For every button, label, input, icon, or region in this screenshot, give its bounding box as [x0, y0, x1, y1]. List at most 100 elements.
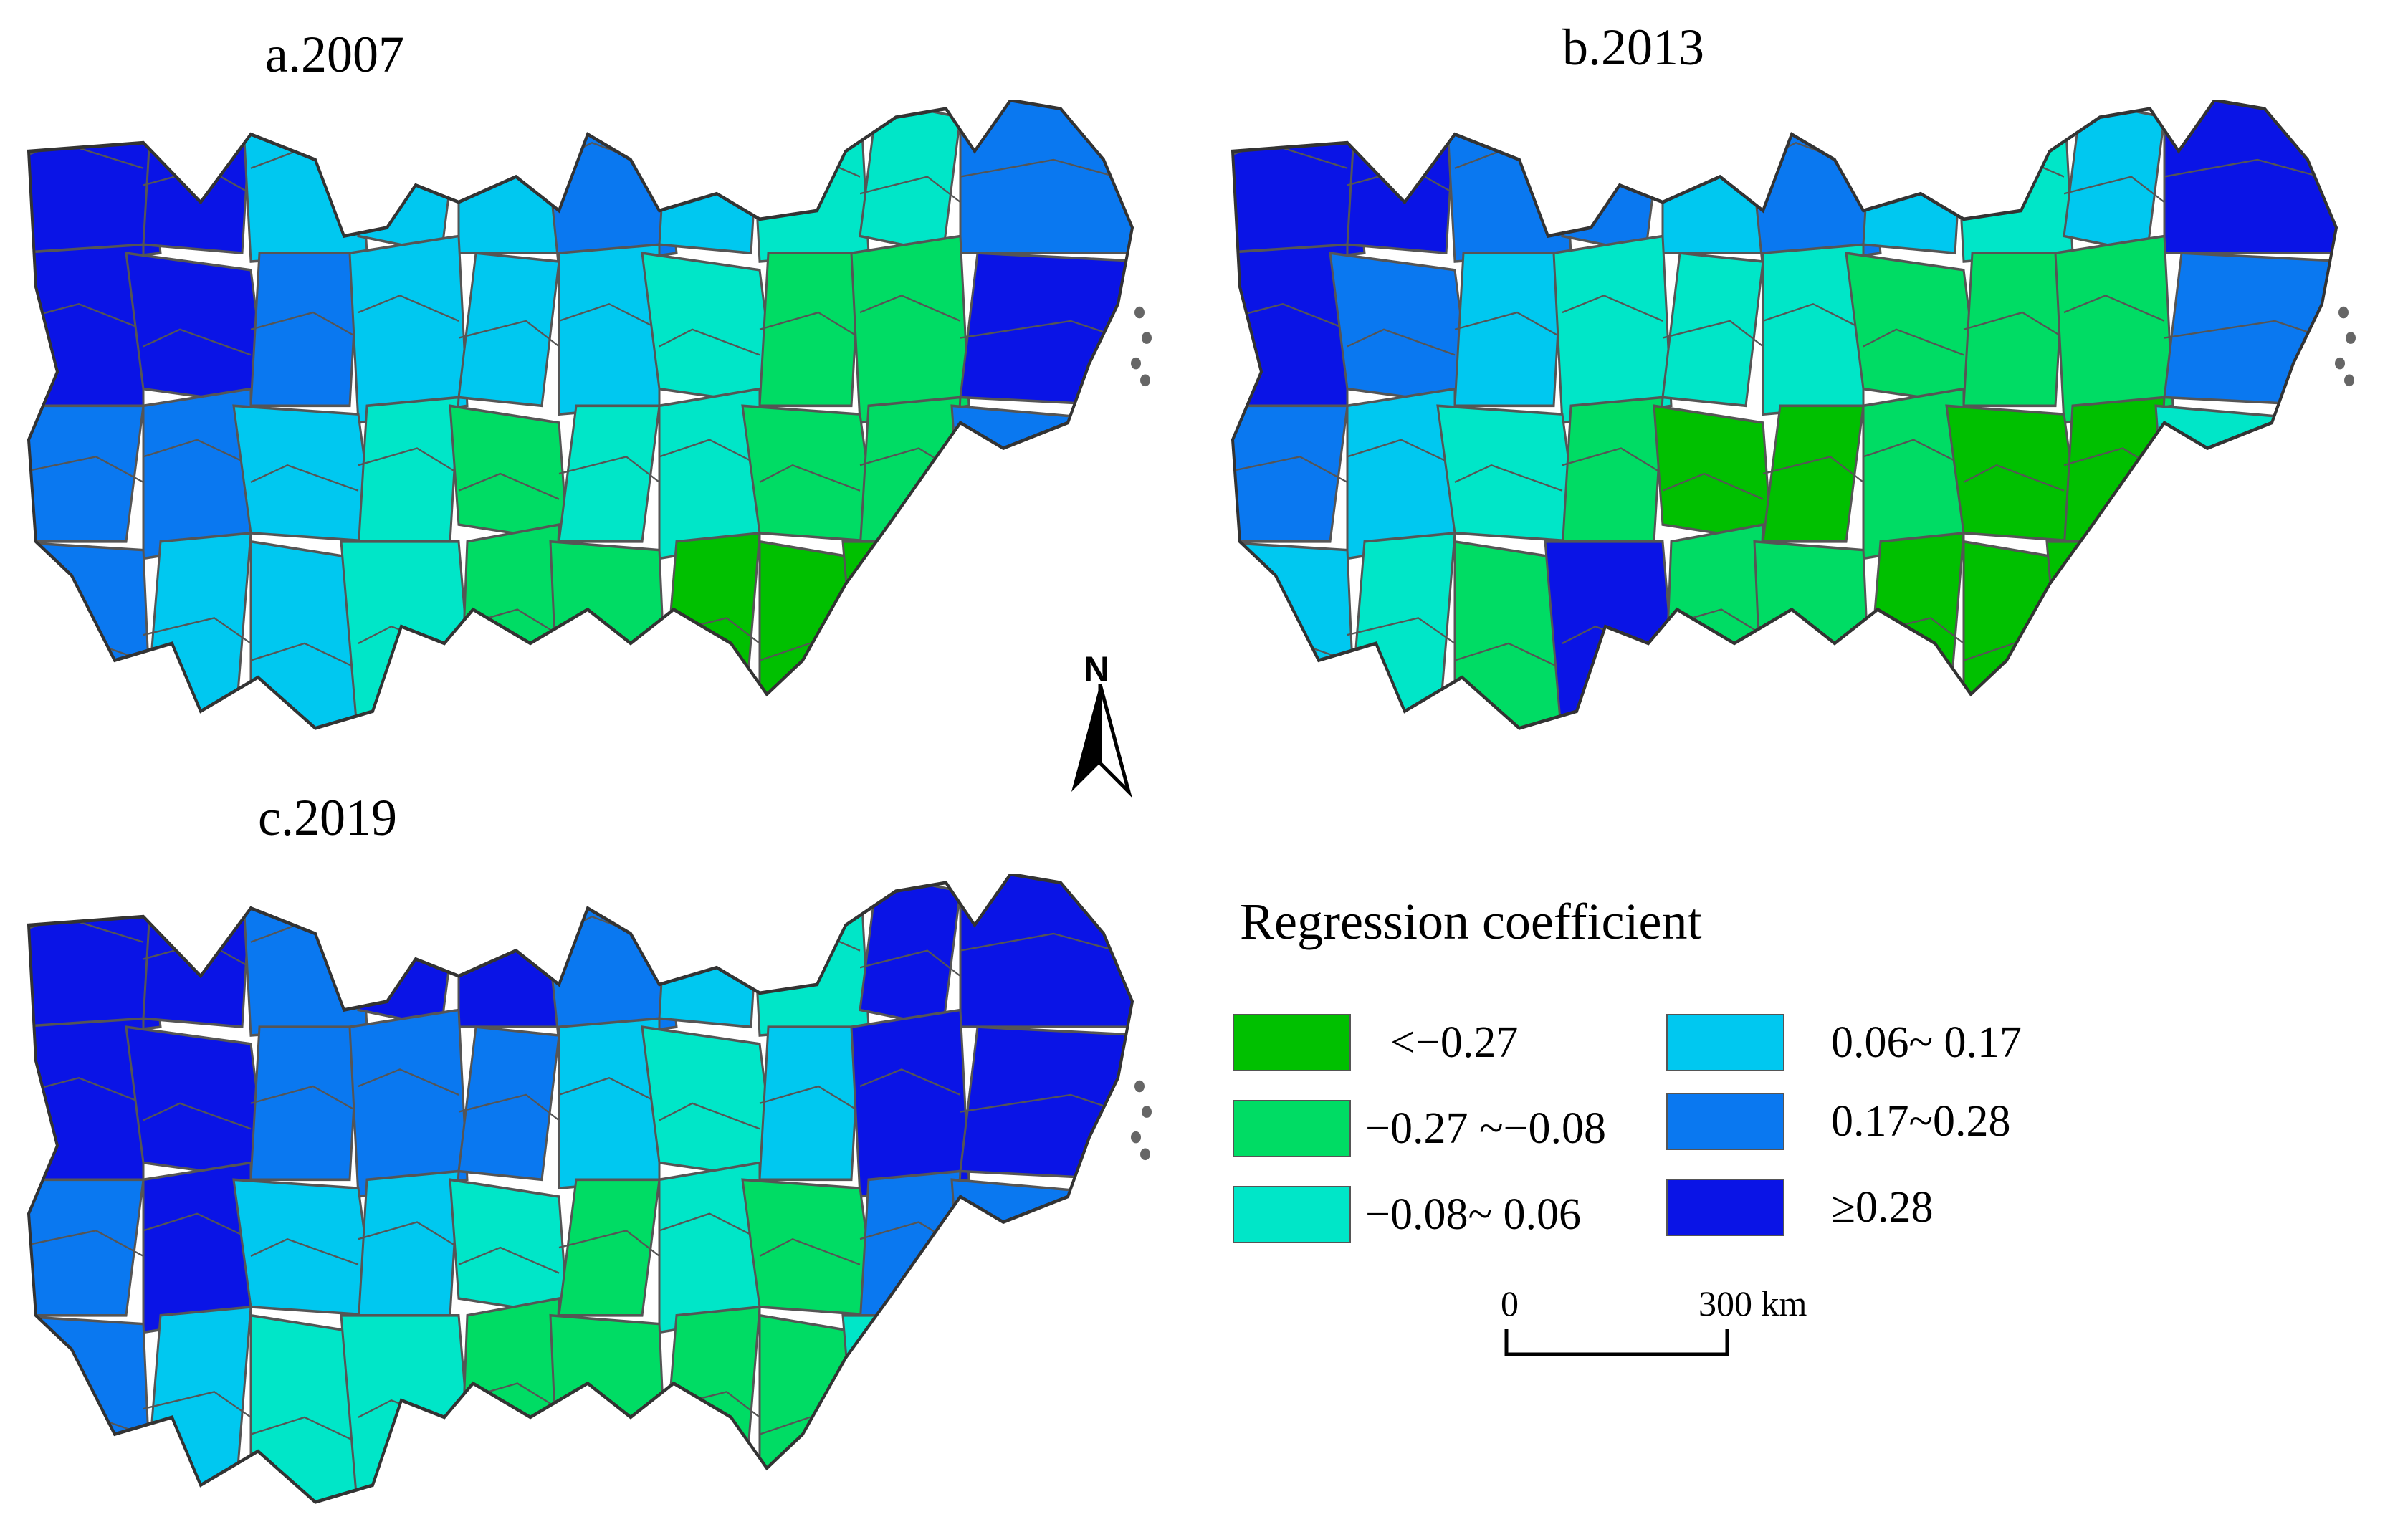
map-boundary [859, 176, 961, 204]
island-mark [1134, 1080, 1145, 1093]
map-boundary [143, 1102, 252, 1130]
map-boundary [1863, 439, 1964, 466]
map-boundary [2063, 176, 2165, 204]
map-boundary [29, 456, 144, 483]
map-boundary [859, 295, 961, 322]
map-region [750, 874, 870, 1037]
map-region [1453, 252, 1564, 408]
map-boundary [143, 439, 252, 466]
map-region [850, 1008, 970, 1199]
north-label: N [1084, 649, 1110, 689]
map-region [859, 100, 962, 255]
map-boundary [1454, 642, 1563, 670]
scale-start: 0 [1501, 1283, 1519, 1323]
map-region [125, 252, 269, 408]
map-region [1233, 404, 1349, 543]
map-boundary [250, 464, 359, 492]
map-region [29, 1178, 145, 1317]
island-mark [1140, 1148, 1150, 1161]
map-boundary [2063, 625, 2165, 653]
scale-bar: 0 300 km [1491, 1283, 1807, 1376]
map-boundary [859, 625, 961, 653]
map-region [29, 540, 153, 729]
map-region [959, 1297, 1132, 1503]
map-region [959, 874, 1132, 1028]
legend-label: −0.08~ 0.06 [1365, 1189, 1582, 1239]
map-boundary [2063, 295, 2165, 322]
map-region [348, 234, 469, 425]
map-boundary [1562, 295, 1663, 322]
legend-swatch [1233, 1014, 1351, 1071]
legend-label: ≥0.28 [1831, 1182, 1934, 1232]
map-boundary [1762, 633, 1864, 661]
map-region [841, 1314, 979, 1503]
map-a-svg [27, 98, 1152, 730]
map-boundary [250, 311, 359, 339]
island-mark [2335, 357, 2345, 370]
map-boundary [1233, 456, 1348, 483]
north-arrow: N [1068, 648, 1132, 799]
map-region [1753, 540, 1873, 729]
legend-item: −0.27 ~−0.08 [1233, 1096, 1606, 1161]
map-boundary [358, 1068, 459, 1096]
map-boundary [250, 1237, 359, 1265]
map-region [1962, 252, 2065, 408]
map-boundary [1762, 456, 1864, 483]
map-boundary [1662, 320, 1764, 348]
map-2007 [14, 98, 1161, 745]
scale-end: 300 km [1698, 1283, 1807, 1323]
map-region [2054, 234, 2174, 425]
island-mark [2338, 306, 2349, 319]
map-region [1445, 100, 1572, 263]
map-region [142, 100, 252, 255]
map-boundary [143, 1391, 252, 1418]
map-region [241, 100, 368, 263]
map-region [142, 532, 252, 729]
map-boundary [558, 456, 660, 483]
map-boundary [458, 472, 560, 500]
map-region [457, 100, 560, 254]
map-2019 [14, 872, 1161, 1519]
map-region [658, 531, 761, 729]
map-boundary [558, 1230, 660, 1257]
map-region [142, 874, 252, 1029]
map-region [558, 1178, 661, 1317]
map-region [29, 1313, 153, 1503]
map-region [658, 874, 761, 1029]
map-boundary [659, 1212, 760, 1240]
map-region [859, 396, 962, 552]
map-region [2163, 252, 2336, 408]
map-boundary [1762, 302, 1864, 330]
legend-label: 0.06~ 0.17 [1831, 1018, 2022, 1067]
map-boundary [1662, 472, 1764, 500]
map-boundary [659, 941, 760, 969]
map-region [2045, 540, 2183, 729]
island-mark [1131, 1131, 1141, 1144]
map-boundary [250, 1416, 359, 1444]
map-boundary [2164, 472, 2336, 500]
map-region [1762, 404, 1865, 543]
map-region [641, 252, 778, 408]
island-mark [2344, 374, 2354, 387]
legend-swatch [1666, 1179, 1784, 1236]
map-region [959, 1025, 1132, 1182]
map-boundary [659, 328, 760, 356]
map-boundary [759, 1237, 861, 1265]
legend: <−0.27 −0.27 ~−0.08 −0.08~ 0.06 0.06~ 0.… [1233, 1010, 2236, 1283]
map-boundary [358, 447, 459, 475]
legend-title: Regression coefficient [1240, 893, 1702, 950]
map-region [1862, 100, 1965, 255]
map-boundary [29, 1230, 144, 1257]
map-boundary [143, 617, 252, 644]
map-region [348, 1008, 469, 1199]
map-boundary [1963, 311, 2065, 339]
map-c-svg [27, 872, 1152, 1504]
legend-label: 0.17~0.28 [1831, 1096, 2011, 1146]
map-boundary [1454, 311, 1563, 339]
map-boundary [558, 1407, 660, 1435]
map-outline [1231, 98, 2338, 730]
map-region [641, 1025, 778, 1182]
map-region [950, 404, 1132, 543]
panel-c-title: c.2019 [258, 789, 397, 846]
island-mark [2346, 332, 2356, 344]
